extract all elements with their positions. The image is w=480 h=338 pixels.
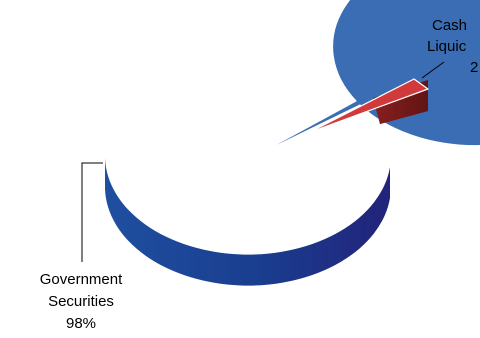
label-government-securities: Government Securities 98% xyxy=(40,271,123,332)
label-cash-liquidity: Cash Liquic 2 xyxy=(427,17,478,76)
slice-group-government-securities xyxy=(105,0,480,286)
label-cash-liquidity-line-2: Liquic xyxy=(427,38,467,55)
leader-line-government-securities xyxy=(81,162,103,262)
slice-group-cash-liquidity xyxy=(307,78,429,134)
label-government-securities-line-2: Securities xyxy=(48,293,114,310)
label-cash-liquidity-line-1: Cash xyxy=(432,17,467,34)
slice-government-securities-side xyxy=(105,158,390,286)
label-government-securities-line-1: Government xyxy=(40,271,123,288)
label-government-securities-value: 98% xyxy=(66,315,96,332)
label-cash-liquidity-value: 2 xyxy=(470,59,478,76)
leader-line-cash-liquidity xyxy=(421,61,445,79)
slice-government-securities xyxy=(252,0,480,158)
slice-cash-liquidity xyxy=(307,78,429,134)
